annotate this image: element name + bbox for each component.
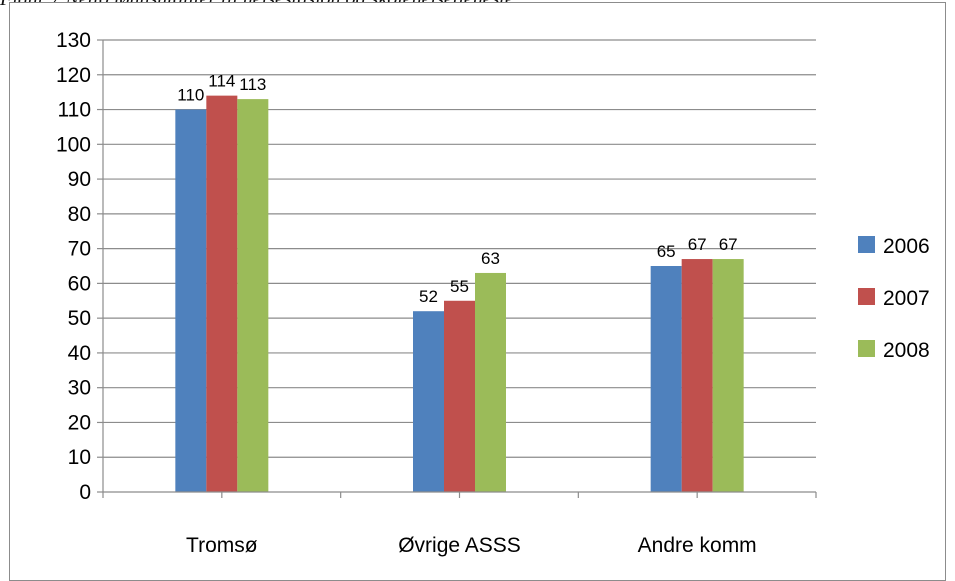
bar-2008-1 — [475, 272, 506, 492]
bar-2007-1 — [444, 300, 475, 492]
legend-swatch-2008 — [858, 340, 875, 357]
data-label-2006-1: 52 — [419, 287, 438, 306]
legend-swatch-2007 — [858, 288, 875, 305]
bars — [175, 95, 744, 493]
bar-2008-0 — [237, 99, 269, 492]
bar-2008-2 — [712, 259, 744, 492]
y-tick-label: 10 — [68, 446, 91, 469]
bar-2007-0 — [206, 95, 238, 492]
y-tick-label: 30 — [68, 377, 91, 400]
y-tick-label: 40 — [68, 342, 91, 365]
data-label-2006-2: 65 — [657, 242, 676, 261]
x-category-label: Andre komm — [638, 534, 757, 557]
data-label-2008-1: 63 — [481, 249, 500, 268]
y-tick-label: 0 — [79, 481, 91, 504]
y-tick-label: 90 — [68, 168, 91, 191]
bar-2006-0 — [175, 109, 207, 493]
data-label-2007-1: 55 — [450, 277, 469, 296]
data-label-2006-0: 110 — [177, 86, 204, 105]
x-category-label: Tromsø — [186, 534, 258, 557]
bar-2007-2 — [681, 259, 713, 492]
legend-swatch-2006 — [858, 236, 875, 253]
y-tick-label: 20 — [68, 411, 91, 434]
legend: 2006 2007 2008 — [858, 235, 930, 362]
bar-2006-2 — [650, 266, 682, 492]
y-tick-label: 100 — [56, 133, 91, 156]
y-tick-label: 80 — [68, 203, 91, 226]
axes: 0 10 20 30 40 50 60 70 80 90 100 110 120 130 Tromsø Øvr… — [56, 29, 817, 557]
data-label-2008-2: 67 — [719, 235, 738, 254]
y-tick-label: 120 — [56, 64, 91, 87]
y-tick-label: 70 — [68, 238, 91, 261]
y-tick-label: 50 — [68, 307, 91, 330]
x-category-label: Øvrige ASSS — [398, 534, 521, 557]
legend-label-2008: 2008 — [883, 339, 930, 362]
bar-2006-1 — [413, 311, 444, 492]
data-label-2008-0: 113 — [239, 75, 266, 94]
y-tick-label: 60 — [68, 272, 91, 295]
legend-label-2007: 2007 — [883, 287, 930, 310]
y-tick-label: 130 — [56, 29, 91, 52]
data-label-2007-0: 114 — [208, 72, 235, 91]
y-tick-label: 110 — [58, 99, 91, 122]
data-label-2007-2: 67 — [688, 235, 707, 254]
legend-label-2006: 2006 — [883, 235, 930, 258]
